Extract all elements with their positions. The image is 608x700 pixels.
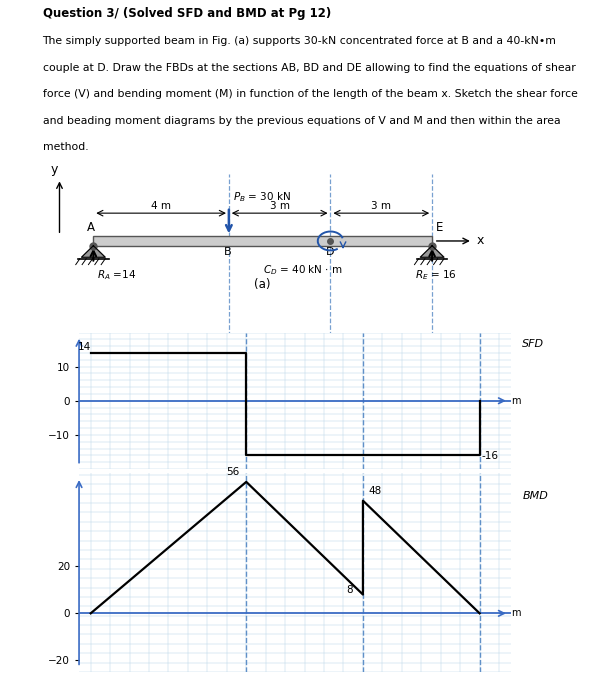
Text: SFD: SFD — [522, 340, 545, 349]
Text: BMD: BMD — [522, 491, 548, 501]
Text: m: m — [511, 608, 521, 618]
Text: The simply supported beam in Fig. (a) supports 30-kN concentrated force at B and: The simply supported beam in Fig. (a) su… — [43, 36, 556, 46]
Text: A: A — [86, 221, 95, 234]
Text: -16: -16 — [482, 452, 499, 461]
Text: E: E — [435, 221, 443, 234]
Text: x: x — [476, 234, 483, 248]
Text: 3 m: 3 m — [371, 201, 392, 211]
Text: 56: 56 — [226, 467, 240, 477]
Text: and beading moment diagrams by the previous equations of V and M and then within: and beading moment diagrams by the previ… — [43, 116, 560, 126]
Text: $P_B$ = 30 kN: $P_B$ = 30 kN — [233, 190, 291, 204]
Text: 48: 48 — [369, 486, 382, 496]
Text: Question 3/ (Solved SFD and BMD at Pg 12): Question 3/ (Solved SFD and BMD at Pg 12… — [43, 7, 331, 20]
Bar — [94, 237, 432, 246]
Text: $R_A$ =14: $R_A$ =14 — [97, 267, 137, 281]
Text: 3 m: 3 m — [270, 201, 289, 211]
Text: force (V) and bending moment (M) in function of the length of the beam x. Sketch: force (V) and bending moment (M) in func… — [43, 89, 578, 99]
Text: couple at D. Draw the FBDs at the sections AB, BD and DE allowing to find the eq: couple at D. Draw the FBDs at the sectio… — [43, 62, 575, 73]
Text: D: D — [325, 247, 334, 258]
Polygon shape — [81, 246, 105, 258]
Text: method.: method. — [43, 142, 88, 152]
Text: 14: 14 — [78, 342, 92, 352]
Text: $R_E$ = 16: $R_E$ = 16 — [415, 267, 457, 281]
Text: 8: 8 — [347, 585, 353, 595]
Text: 4 m: 4 m — [151, 201, 171, 211]
Text: $C_D$ = 40 kN $\cdot$ m: $C_D$ = 40 kN $\cdot$ m — [263, 264, 342, 277]
Text: y: y — [51, 163, 58, 176]
Text: (a): (a) — [255, 278, 271, 291]
Text: B: B — [224, 247, 232, 258]
Text: m: m — [511, 395, 521, 406]
Polygon shape — [420, 246, 444, 258]
